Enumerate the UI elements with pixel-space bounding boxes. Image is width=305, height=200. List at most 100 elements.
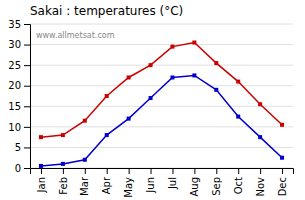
series-marker: [61, 133, 65, 137]
x-tick: Oct: [233, 168, 244, 194]
x-tick-label: Jul: [167, 177, 178, 190]
chart: 0 5 10 15 20 25 30 35 Jan Feb Mar Apr May Jun Jul Aug Se…: [0, 0, 305, 200]
series-marker: [39, 135, 43, 139]
x-tick-mark: [238, 168, 239, 174]
series-marker: [149, 96, 153, 100]
x-tick-label: Mar: [79, 176, 90, 196]
y-tick: 15: [8, 101, 30, 112]
y-tick-mark: [24, 106, 30, 107]
y-tick: 30: [8, 39, 30, 50]
x-tick-mark: [282, 168, 283, 174]
grid-line: [30, 106, 293, 107]
x-tick: Apr: [101, 168, 112, 194]
y-tick-label: 10: [8, 122, 21, 133]
y-tick-mark: [24, 24, 30, 25]
series-marker: [127, 75, 131, 79]
x-tick-label: Jan: [36, 177, 47, 193]
y-tick-label: 20: [8, 80, 21, 91]
series-marker: [236, 115, 240, 119]
series-marker: [61, 162, 65, 166]
x-tick-mark: [216, 168, 217, 174]
grid-line: [30, 44, 293, 45]
x-tick-label: Sep: [211, 177, 222, 196]
y-tick-mark: [24, 147, 30, 148]
x-tick: Sep: [211, 168, 222, 196]
plot-area: 0 5 10 15 20 25 30 35 Jan Feb Mar Apr May Jun Jul Aug Se…: [8, 19, 293, 198]
watermark: www.allmetsat.com: [36, 31, 115, 40]
x-tick-label: Apr: [101, 176, 112, 194]
series-marker: [236, 80, 240, 84]
x-tick: Jul: [167, 168, 178, 190]
x-tick-mark: [194, 168, 195, 174]
x-tick-label: Nov: [255, 177, 266, 197]
y-tick-label: 0: [15, 163, 21, 174]
y-tick-mark: [24, 86, 30, 87]
y-tick-mark: [24, 127, 30, 128]
x-tick-label: Feb: [58, 177, 69, 195]
x-tick: Feb: [58, 168, 69, 195]
y-tick: 20: [8, 80, 30, 91]
x-tick-mark: [129, 168, 130, 174]
series-marker: [83, 158, 87, 162]
x-tick-label: Jun: [145, 177, 156, 194]
y-tick: 10: [8, 122, 30, 133]
x-tick: Dec: [277, 168, 288, 196]
x-tick-label: Dec: [277, 177, 288, 196]
grid-line: [30, 85, 293, 86]
y-tick-label: 30: [8, 39, 21, 50]
x-tick: May: [123, 168, 134, 198]
series-marker: [280, 156, 284, 160]
y-axis: 0 5 10 15 20 25 30 35: [8, 19, 30, 174]
y-tick: 25: [8, 60, 30, 71]
series-marker: [127, 117, 131, 121]
series-marker: [83, 119, 87, 123]
y-tick-mark: [24, 45, 30, 46]
series-marker: [214, 88, 218, 92]
x-tick-mark: [107, 168, 108, 174]
y-tick-label: 25: [8, 60, 21, 71]
series-marker: [192, 73, 196, 77]
series-marker: [105, 133, 109, 137]
y-tick: 0: [15, 163, 30, 174]
series-marker: [214, 61, 218, 65]
y-tick-mark: [24, 65, 30, 66]
y-tick-mark: [24, 168, 30, 169]
x-tick: Jun: [145, 168, 156, 194]
x-tick: Mar: [79, 168, 90, 196]
series-marker: [280, 123, 284, 127]
grid-line: [30, 65, 293, 66]
title: Sakai : temperatures (°C): [30, 4, 183, 18]
grid-line: [30, 24, 293, 25]
x-tick-mark: [85, 168, 86, 174]
x-tick-label: Aug: [189, 177, 200, 197]
series-marker: [258, 135, 262, 139]
series-marker: [170, 45, 174, 49]
series-marker: [192, 41, 196, 45]
x-tick-mark: [260, 168, 261, 174]
x-tick: Jan: [36, 168, 47, 193]
x-tick-mark: [63, 168, 64, 174]
x-tick-label: May: [123, 177, 134, 198]
x-tick-label: Oct: [233, 177, 244, 194]
grid: [30, 24, 293, 168]
series-marker: [105, 94, 109, 98]
y-tick-label: 35: [8, 19, 21, 30]
series-marker: [39, 164, 43, 168]
grid-line: [30, 126, 293, 127]
series-line: [41, 75, 282, 166]
series-marker: [149, 63, 153, 67]
x-tick-mark: [172, 168, 173, 174]
series-marker: [258, 102, 262, 106]
x-axis-line: [31, 169, 294, 175]
series-group: [39, 41, 284, 168]
x-tick: Aug: [189, 168, 200, 197]
y-tick: 5: [15, 142, 30, 153]
series-marker: [170, 75, 174, 79]
x-tick-mark: [41, 168, 42, 174]
y-tick: 35: [8, 19, 30, 30]
y-axis-line: [24, 25, 31, 169]
x-axis: Jan Feb Mar Apr May Jun Jul Aug Sep Oct Nov Dec: [31, 168, 294, 198]
x-tick-mark: [151, 168, 152, 174]
y-tick-label: 5: [15, 142, 21, 153]
x-tick: Nov: [255, 168, 266, 197]
